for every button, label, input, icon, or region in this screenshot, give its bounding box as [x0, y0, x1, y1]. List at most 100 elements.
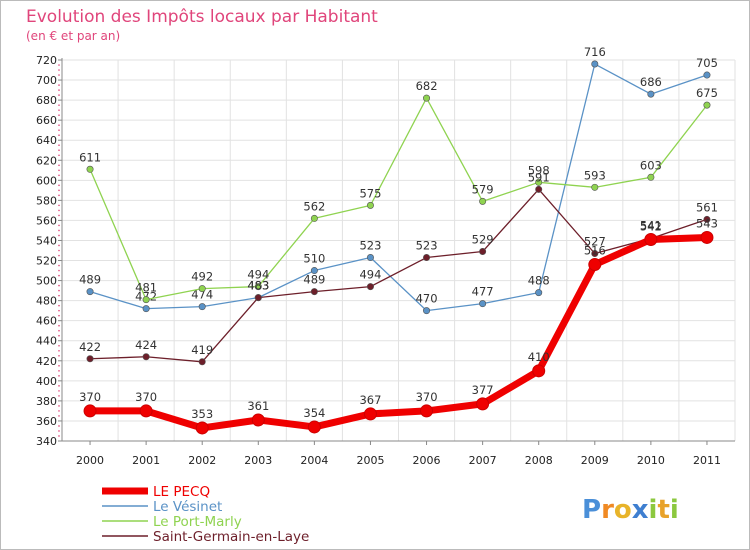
legend-item: Saint-Germain-en-Laye: [102, 529, 309, 545]
y-minor-tick: [58, 124, 60, 126]
data-point: [703, 101, 711, 109]
y-minor-tick: [58, 204, 60, 207]
data-label: 675: [696, 86, 718, 100]
data-point: [310, 214, 318, 222]
data-point: [198, 303, 206, 311]
data-point: [423, 94, 431, 102]
data-label: 541: [640, 218, 662, 232]
data-point: [479, 300, 487, 308]
legend-label: Le Vésinet: [153, 499, 222, 515]
data-point: [86, 165, 94, 173]
data-label: 361: [247, 399, 269, 413]
data-label: 562: [303, 199, 325, 213]
y-tick-label: 520: [36, 255, 57, 268]
data-point: [479, 248, 487, 256]
y-minor-tick: [58, 234, 60, 237]
series-layer: 489472474483510523470477488716686705611 4…: [79, 45, 718, 435]
data-point: [142, 353, 150, 361]
data-point: [532, 364, 546, 378]
axes: 340 360 380 400 420 440 460 480 500 520 540 560 580 6…: [36, 54, 735, 467]
y-minor-tick: [58, 385, 60, 387]
data-label: 494: [247, 268, 269, 282]
y-minor-tick: [58, 184, 60, 187]
data-label: 561: [696, 200, 718, 214]
y-minor-tick: [58, 134, 60, 136]
y-minor-tick: [58, 370, 60, 372]
series-line: [89, 97, 708, 301]
y-minor-tick: [58, 365, 60, 367]
data-label: 353: [191, 407, 213, 421]
y-tick-label: 420: [36, 355, 57, 368]
y-tick-label: 580: [36, 194, 57, 207]
series-le-pecq: 370 370 353 361 354 367 370 377 410 516 541 543: [79, 216, 718, 435]
legend-label: Le Port-Marly: [153, 514, 242, 530]
data-point: [142, 296, 150, 304]
data-point: [535, 289, 543, 297]
y-minor-tick: [58, 229, 60, 232]
y-minor-tick: [58, 244, 60, 247]
y-minor-tick: [58, 169, 60, 172]
data-label: 516: [584, 244, 606, 258]
y-minor-tick: [58, 129, 60, 131]
y-tick-label: 600: [36, 174, 57, 187]
x-tick-label: 2003: [244, 454, 272, 467]
series-le-port-marly: 611 481 492 494 562 575 682 579 598 593 603 675: [79, 79, 718, 304]
data-label: 523: [359, 239, 381, 253]
data-point: [366, 254, 374, 262]
data-label: 481: [135, 281, 157, 295]
x-tick-label: 2008: [525, 454, 553, 467]
y-minor-tick: [58, 114, 60, 116]
chart-subtitle: (en € et par an): [26, 29, 120, 43]
data-label: 424: [135, 338, 157, 352]
y-minor-tick: [58, 89, 60, 91]
y-minor-tick: [58, 294, 60, 297]
y-minor-tick: [58, 435, 60, 437]
chart-title: Evolution des Impôts locaux par Habitant: [26, 7, 378, 27]
logo-text: Proxiti: [582, 495, 679, 525]
data-point: [198, 285, 206, 293]
data-point: [363, 407, 377, 421]
logo-letter: i: [670, 495, 679, 525]
data-label: 575: [359, 186, 381, 200]
y-minor-tick: [58, 209, 60, 212]
y-minor-tick: [58, 194, 60, 197]
y-minor-tick: [58, 284, 60, 287]
logo-letter: r: [601, 495, 614, 525]
data-label: 611: [79, 150, 101, 164]
data-point: [588, 258, 602, 272]
data-point: [423, 307, 431, 315]
y-minor-tick: [58, 289, 60, 292]
y-minor-tick: [58, 249, 60, 252]
y-tick-label: 540: [36, 234, 57, 247]
y-minor-tick: [58, 189, 60, 192]
data-label: 410: [528, 350, 550, 364]
y-minor-tick: [58, 144, 60, 147]
y-minor-tick: [58, 405, 60, 407]
y-minor-tick: [58, 395, 60, 397]
x-tick-label: 2006: [413, 454, 441, 467]
legend-item: Le Vésinet: [102, 499, 222, 515]
logo-letter: x: [632, 495, 649, 525]
data-point: [591, 183, 599, 191]
data-point: [647, 173, 655, 181]
series-line: [89, 188, 708, 363]
y-minor-tick: [58, 334, 60, 337]
y-minor-tick: [58, 69, 60, 71]
data-point: [366, 201, 374, 209]
y-minor-tick: [58, 109, 60, 111]
data-label: 367: [359, 393, 381, 407]
x-tick-label: 2009: [581, 454, 609, 467]
data-point: [139, 404, 153, 418]
data-label: 474: [191, 288, 213, 302]
x-tick-label: 2002: [188, 454, 216, 467]
x-tick-label: 2001: [132, 454, 160, 467]
data-label: 593: [584, 168, 606, 182]
logo-letter: o: [614, 495, 632, 525]
logo-letter: P: [582, 495, 601, 525]
x-tick-label: 2007: [469, 454, 497, 467]
series-le-v-sinet: 489472474483510523470477488716686705: [79, 45, 718, 315]
data-label: 489: [79, 273, 101, 287]
data-label: 579: [472, 182, 494, 196]
data-point: [423, 254, 431, 262]
data-label: 370: [135, 390, 157, 404]
